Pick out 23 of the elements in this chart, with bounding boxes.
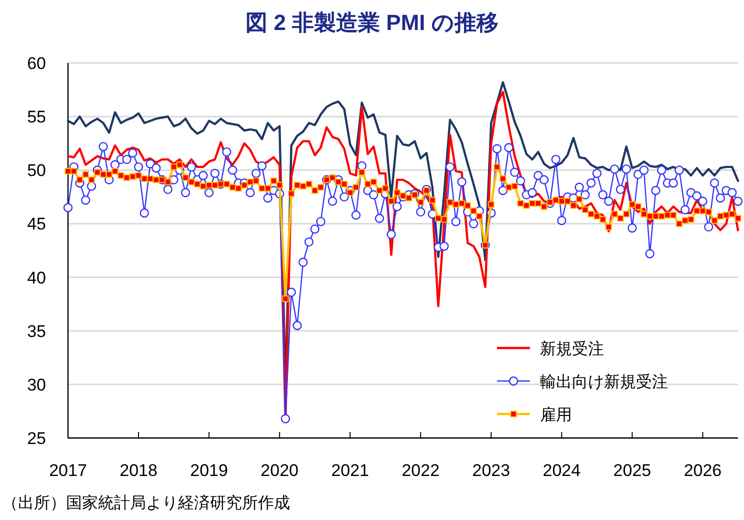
y-tick-label: 55 — [27, 108, 46, 127]
x-tick-label: 2021 — [331, 461, 370, 480]
y-tick-label: 30 — [27, 375, 46, 394]
text: （出所）国家統計局より経済研究所作成 — [2, 494, 290, 512]
x-tick-label: 2020 — [260, 461, 298, 480]
x-tick-label: 2024 — [542, 461, 581, 480]
legend-label: 輸出向け新規受注 — [540, 373, 668, 391]
x-tick-label: 2018 — [120, 461, 158, 480]
y-tick-label: 50 — [27, 161, 46, 180]
x-tick-label: 2022 — [402, 461, 440, 480]
y-tick-label: 45 — [27, 214, 46, 234]
y-tick-label: 40 — [27, 268, 46, 288]
y-tick-label: 60 — [27, 54, 46, 73]
x-tick-label: 2023 — [472, 461, 510, 480]
legend-label: 雇用 — [540, 406, 572, 424]
x-tick-label: 2017 — [49, 461, 87, 480]
x-tick-label: 2019 — [190, 461, 228, 480]
x-tick-label: 2026 — [684, 461, 722, 480]
y-tick-label: 35 — [27, 322, 46, 341]
y-tick-label: 25 — [27, 429, 46, 448]
legend-label: 新規受注 — [540, 340, 604, 358]
x-tick-label: 2025 — [613, 461, 652, 480]
chart-title: 図 2 非製造業 PMI の推移 — [246, 10, 498, 35]
